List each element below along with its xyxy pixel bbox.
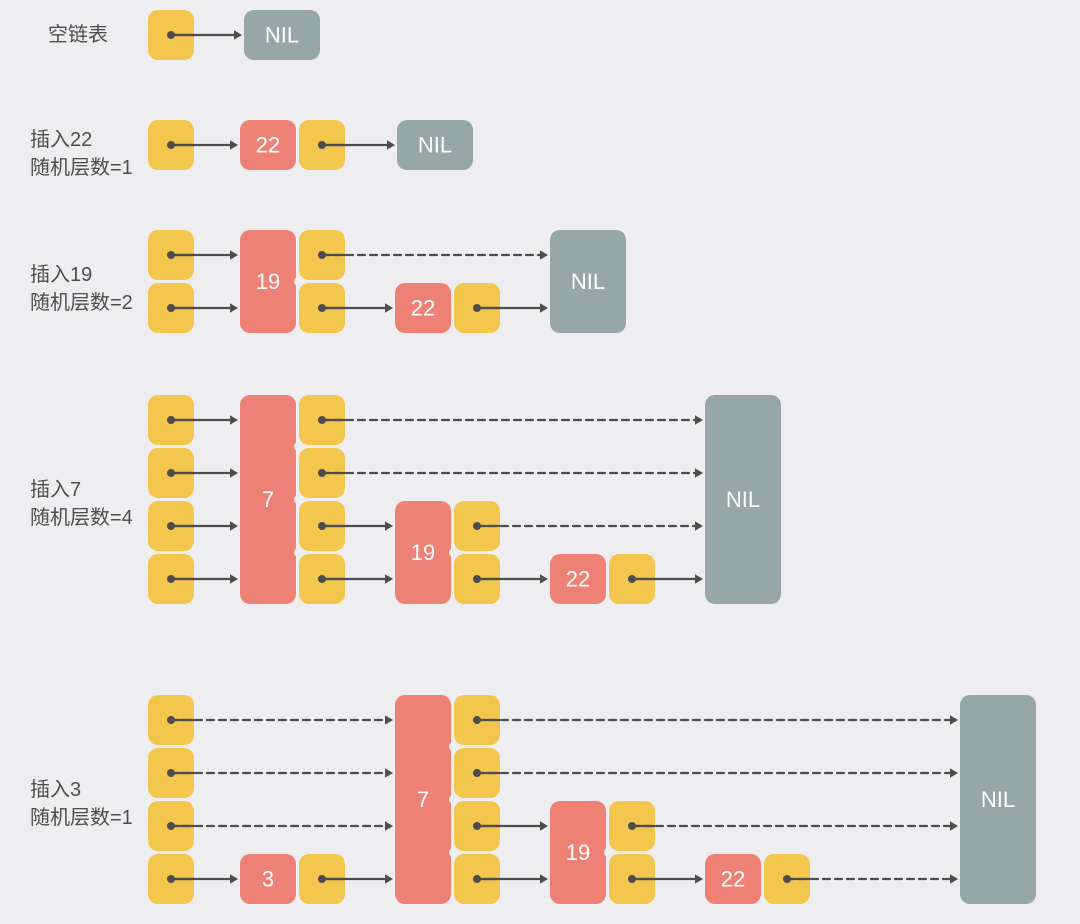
node-value: 19 <box>566 840 590 865</box>
r3-col3-value: 19 <box>395 501 451 604</box>
r2-col3-value: 22 <box>395 283 451 333</box>
row-label-line: 空链表 <box>48 23 108 46</box>
r4-arrow9 <box>632 821 958 831</box>
r4-col3-value: 7 <box>395 695 451 904</box>
node-value: 22 <box>721 867 745 892</box>
r4-col4-ptr <box>449 695 505 904</box>
nil-label: NIL <box>981 787 1015 812</box>
r3-col0-head <box>143 395 199 604</box>
r4-col9-nil: NIL <box>960 695 1036 904</box>
r0-col1-nil: NIL <box>244 10 320 60</box>
r3-col4-ptr <box>449 501 505 604</box>
nil-label: NIL <box>265 23 299 48</box>
r4-arrow2 <box>171 821 393 831</box>
r3-arrow4 <box>322 415 703 425</box>
row-label-line: 随机层数=2 <box>30 291 133 314</box>
r2-col2-ptr <box>294 230 350 333</box>
r4-col7-value: 22 <box>705 854 761 904</box>
row-label-line: 插入19 <box>30 263 92 286</box>
nil-label: NIL <box>418 133 452 158</box>
row-label-line: 插入7 <box>30 478 81 501</box>
row-label-line: 插入3 <box>30 778 81 801</box>
r2-col0-head <box>143 230 199 333</box>
r2-col5-nil: NIL <box>550 230 626 333</box>
node-value: 7 <box>262 487 274 512</box>
r4-arrow0 <box>171 715 393 725</box>
r4-arrow1 <box>171 768 393 778</box>
node-value: 3 <box>262 867 274 892</box>
r3-arrow5 <box>322 468 703 478</box>
node-value: 22 <box>566 567 590 592</box>
r2-arrow2 <box>322 250 548 260</box>
node-value: 19 <box>411 540 435 565</box>
r3-arrow8 <box>477 521 703 531</box>
r1-col3-nil: NIL <box>397 120 473 170</box>
r3-col5-value: 22 <box>550 554 606 604</box>
nil-label: NIL <box>726 487 760 512</box>
nil-label: NIL <box>571 269 605 294</box>
r4-col1-value: 3 <box>240 854 296 904</box>
r4-col6-ptr <box>604 801 660 904</box>
r4-arrow11 <box>787 874 958 884</box>
node-value: 7 <box>417 787 429 812</box>
r3-col1-value: 7 <box>240 395 296 604</box>
row-label-line: 随机层数=1 <box>30 806 133 829</box>
row-label-line: 插入22 <box>30 128 92 151</box>
node-value: 19 <box>256 269 280 294</box>
r4-arrow6 <box>477 768 958 778</box>
r4-col5-value: 19 <box>550 801 606 904</box>
r4-col0-head <box>143 695 199 904</box>
row-label-line: 随机层数=1 <box>30 156 133 179</box>
row3-label: 插入7 随机层数=4 <box>30 478 133 529</box>
r4-arrow5 <box>477 715 958 725</box>
row4-label: 插入3 随机层数=1 <box>30 778 133 829</box>
r3-col7-nil: NIL <box>705 395 781 604</box>
r3-col2-ptr <box>294 395 350 604</box>
r1-col1-value: 22 <box>240 120 296 170</box>
skiplist-diagram: 空链表 NIL 插入22 随机层数=1 22 NIL 插入19 随机层数=2 19 22 NIL 插入… <box>0 0 1080 924</box>
row0-label: 空链表 <box>48 23 108 46</box>
r2-col1-value: 19 <box>240 230 296 333</box>
row-label-line: 随机层数=4 <box>30 506 133 529</box>
row2-label: 插入19 随机层数=2 <box>30 263 133 314</box>
node-value: 22 <box>411 296 435 321</box>
node-value: 22 <box>256 133 280 158</box>
row1-label: 插入22 随机层数=1 <box>30 128 133 179</box>
